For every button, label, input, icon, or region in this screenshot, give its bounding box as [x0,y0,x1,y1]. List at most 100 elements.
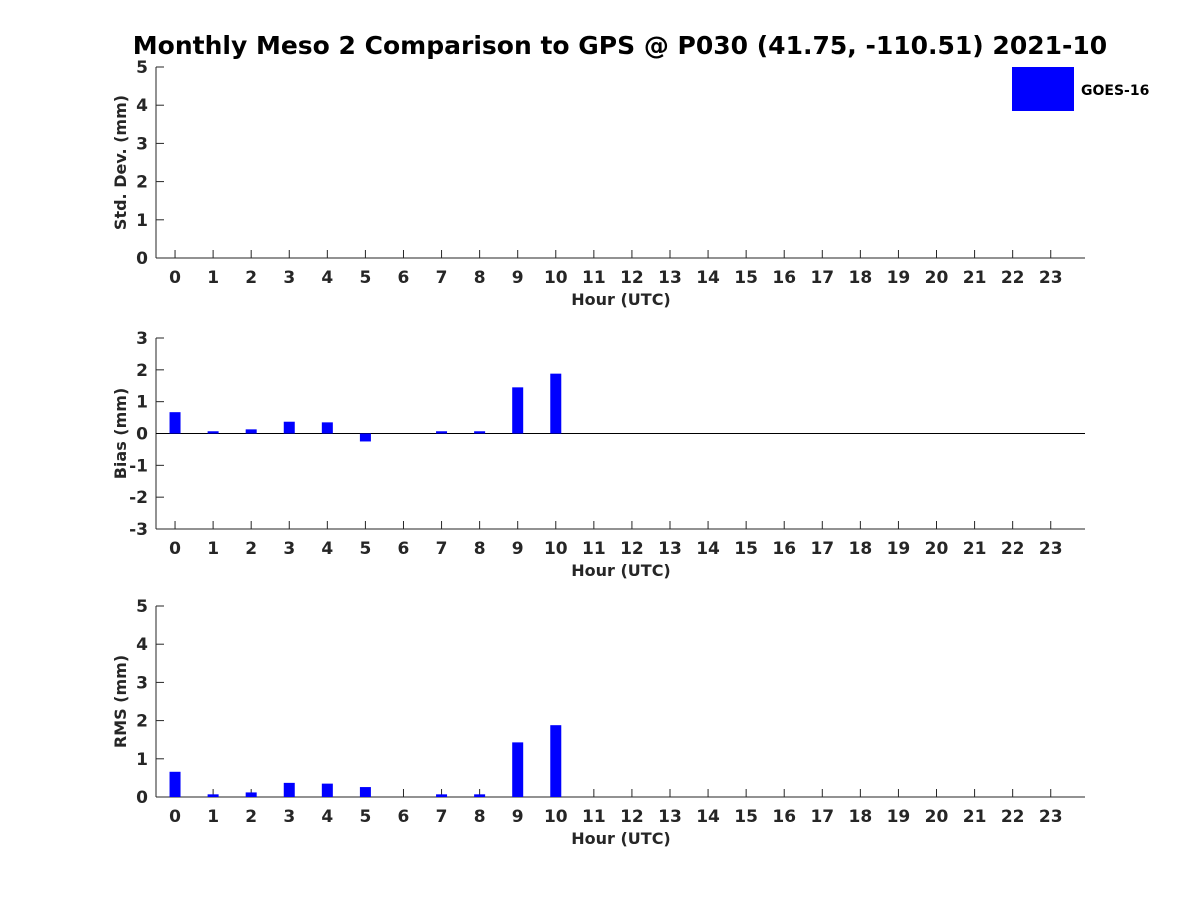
bar-hour-1 [207,431,219,434]
y-tick-label: 5 [136,58,148,78]
x-axis-label: Hour (UTC) [571,829,671,848]
x-tick-label: 19 [887,807,911,827]
y-tick-label: 1 [136,750,148,770]
x-tick-label: 0 [169,268,181,288]
x-tick-label: 1 [207,807,219,827]
x-tick-label: 7 [436,539,448,559]
x-tick-label: 6 [398,539,410,559]
x-tick-label: 2 [245,268,257,288]
y-tick-label: 2 [136,712,148,732]
x-tick-label: 22 [1001,539,1025,559]
x-tick-label: 5 [359,807,371,827]
x-tick-label: 21 [963,807,987,827]
x-tick-label: 8 [474,539,486,559]
x-tick-label: 5 [359,268,371,288]
x-tick-label: 14 [696,268,720,288]
y-tick-label: 2 [136,173,148,193]
x-tick-label: 4 [321,268,333,288]
x-tick-label: 14 [696,539,720,559]
bar-hour-3 [283,421,295,434]
bar-hour-9 [512,387,524,434]
y-axis-label: Bias (mm) [111,388,130,480]
y-tick-label: 3 [136,673,148,693]
y-tick-label: 0 [136,249,148,269]
x-tick-label: 10 [544,539,568,559]
bar-hour-1 [207,794,219,797]
y-tick-label: 4 [136,96,148,116]
y-tick-label: 3 [136,134,148,154]
bar-hour-8 [474,431,486,434]
x-tick-label: 13 [658,807,682,827]
y-axis-label: Std. Dev. (mm) [111,95,130,230]
bar-hour-3 [283,782,295,797]
x-tick-label: 10 [544,268,568,288]
bar-hour-5 [359,787,371,797]
y-tick-label: 1 [136,211,148,231]
y-tick-label: 4 [136,635,148,655]
x-tick-label: 19 [887,268,911,288]
x-tick-label: 12 [620,539,644,559]
x-tick-label: 22 [1001,807,1025,827]
x-tick-label: 16 [772,807,796,827]
x-tick-label: 1 [207,268,219,288]
x-tick-label: 20 [925,539,949,559]
y-tick-label: 3 [136,329,148,349]
x-tick-label: 15 [734,807,758,827]
x-tick-label: 22 [1001,268,1025,288]
y-tick-label: 5 [136,597,148,617]
x-tick-label: 23 [1039,268,1063,288]
x-tick-label: 7 [436,807,448,827]
x-tick-label: 6 [398,807,410,827]
x-tick-label: 6 [398,268,410,288]
bar-hour-10 [550,725,562,797]
x-tick-label: 4 [321,539,333,559]
y-axis-label: RMS (mm) [111,655,130,748]
bar-hour-7 [436,431,448,434]
x-tick-label: 0 [169,539,181,559]
legend-label: GOES-16 [1081,83,1149,99]
x-tick-label: 12 [620,268,644,288]
x-tick-label: 11 [582,539,606,559]
x-tick-label: 13 [658,268,682,288]
x-tick-label: 21 [963,268,987,288]
x-tick-label: 18 [849,807,873,827]
x-tick-label: 1 [207,539,219,559]
bar-hour-9 [512,742,524,797]
x-tick-label: 2 [245,539,257,559]
x-tick-label: 9 [512,539,524,559]
x-tick-label: 16 [772,268,796,288]
x-tick-label: 7 [436,268,448,288]
bar-hour-0 [169,771,181,797]
x-tick-label: 20 [925,807,949,827]
x-tick-label: 9 [512,268,524,288]
bar-hour-2 [245,792,257,797]
x-tick-label: 8 [474,268,486,288]
bar-hour-0 [169,412,181,434]
y-tick-label: 2 [136,361,148,381]
x-tick-label: 0 [169,807,181,827]
x-tick-label: 14 [696,807,720,827]
y-tick-label: 1 [136,393,148,413]
x-tick-label: 4 [321,807,333,827]
bar-hour-10 [550,373,562,434]
x-tick-label: 23 [1039,539,1063,559]
x-tick-label: 3 [283,539,295,559]
x-tick-label: 5 [359,539,371,559]
x-tick-label: 8 [474,807,486,827]
x-tick-label: 11 [582,807,606,827]
x-tick-label: 3 [283,807,295,827]
x-tick-label: 16 [772,539,796,559]
x-tick-label: 17 [810,807,834,827]
x-tick-label: 23 [1039,807,1063,827]
x-tick-label: 17 [810,268,834,288]
x-tick-label: 2 [245,807,257,827]
x-tick-label: 9 [512,807,524,827]
x-tick-label: 18 [849,268,873,288]
x-tick-label: 17 [810,539,834,559]
x-tick-label: 18 [849,539,873,559]
bar-hour-8 [474,794,486,797]
y-tick-label: -2 [129,488,148,508]
